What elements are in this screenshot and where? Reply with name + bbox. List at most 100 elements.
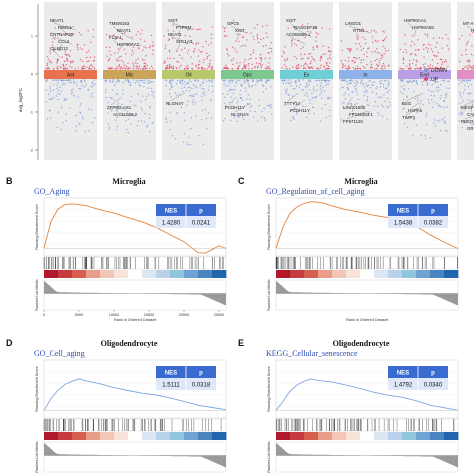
- up-point: [243, 61, 245, 63]
- up-point: [445, 60, 448, 63]
- up-point: [378, 64, 380, 66]
- panel-a-ytick-group: 10-1-2: [30, 35, 38, 153]
- up-point: [268, 65, 270, 68]
- up-point: [320, 64, 322, 66]
- up-point: [48, 68, 51, 70]
- up-point: [301, 24, 304, 26]
- up-point: [258, 62, 260, 65]
- up-point: [369, 67, 372, 69]
- down-point: [467, 93, 469, 95]
- up-point: [413, 43, 416, 45]
- ranked-metric-frame: [43, 279, 227, 311]
- up-point: [79, 47, 81, 49]
- up-gene-label: F13A1: [109, 35, 122, 40]
- up-point: [260, 66, 263, 69]
- down-point: [94, 83, 96, 85]
- down-point: [313, 90, 315, 93]
- down-point: [64, 98, 66, 100]
- down-point: [401, 102, 404, 105]
- up-point: [139, 38, 142, 40]
- down-point: [189, 79, 191, 81]
- down-point: [150, 87, 153, 90]
- down-point: [302, 105, 304, 107]
- cell-type-label: In: [363, 73, 367, 79]
- down-point: [71, 92, 73, 95]
- up-point: [324, 53, 327, 55]
- down-point: [305, 92, 308, 94]
- up-point: [50, 62, 53, 64]
- up-point: [69, 50, 72, 52]
- rank-color-segment: [430, 270, 445, 278]
- up-point: [223, 67, 226, 69]
- up-point: [48, 60, 51, 63]
- up-point: [71, 66, 73, 69]
- down-point: [74, 95, 76, 97]
- down-point: [298, 79, 301, 81]
- up-point: [132, 67, 135, 70]
- down-point: [354, 82, 356, 85]
- up-point: [462, 68, 464, 70]
- up-point: [105, 33, 108, 36]
- down-point: [192, 101, 194, 103]
- up-point: [306, 64, 308, 66]
- down-point: [440, 130, 442, 132]
- up-point: [163, 35, 165, 38]
- up-point: [344, 65, 346, 67]
- up-point: [250, 54, 252, 56]
- down-point: [228, 79, 231, 81]
- down-point: [60, 128, 62, 131]
- down-point: [225, 85, 227, 87]
- down-point: [49, 88, 51, 90]
- down-point: [261, 110, 263, 113]
- down-point: [323, 90, 326, 92]
- up-point: [127, 62, 129, 65]
- down-point: [316, 84, 318, 86]
- down-point: [243, 79, 246, 81]
- column-background: [457, 2, 474, 160]
- up-point: [144, 62, 147, 65]
- up-point: [168, 63, 171, 66]
- down-point: [124, 109, 126, 111]
- up-point: [319, 59, 321, 62]
- up-point: [312, 67, 314, 70]
- down-point: [135, 104, 137, 107]
- down-point: [124, 79, 127, 81]
- down-point: [181, 83, 184, 85]
- down-point: [227, 84, 230, 87]
- up-point: [461, 54, 463, 56]
- down-point: [128, 79, 130, 82]
- up-point: [368, 47, 370, 49]
- down-point: [105, 96, 108, 99]
- up-point: [202, 68, 204, 70]
- down-point: [256, 120, 259, 122]
- rank-color-segment: [170, 270, 185, 278]
- down-point: [249, 106, 251, 109]
- up-point: [189, 35, 191, 37]
- up-point: [228, 54, 230, 57]
- up-point: [67, 67, 69, 70]
- up-point: [367, 48, 369, 50]
- up-point: [360, 49, 363, 51]
- down-point: [270, 103, 272, 106]
- up-point: [270, 48, 273, 50]
- up-point: [363, 53, 366, 56]
- down-point: [180, 106, 183, 109]
- up-point: [377, 65, 379, 67]
- up-point: [437, 68, 439, 70]
- up-point: [446, 44, 449, 47]
- down-point: [265, 88, 268, 90]
- up-point: [250, 57, 252, 60]
- down-point: [366, 104, 369, 106]
- down-point: [262, 85, 265, 87]
- down-point: [72, 79, 75, 81]
- rank-color-segment: [156, 270, 171, 278]
- down-point: [182, 90, 184, 93]
- up-point: [187, 65, 189, 67]
- down-point: [79, 87, 82, 90]
- up-point: [329, 62, 331, 64]
- down-point: [379, 82, 381, 84]
- up-point: [436, 67, 438, 70]
- up-point: [113, 52, 116, 54]
- down-point: [375, 87, 377, 90]
